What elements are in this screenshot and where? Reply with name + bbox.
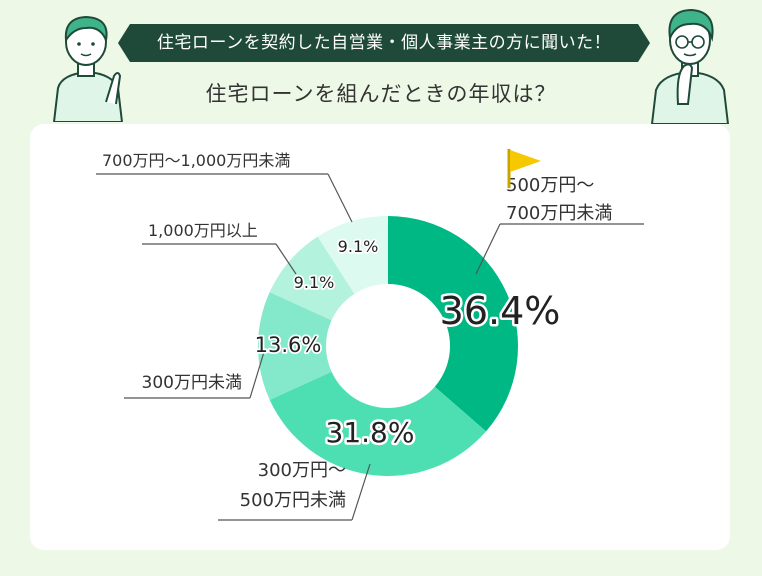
person-illustration-right [648,4,734,128]
chart-question-title: 住宅ローンを組んだときの年収は？ [205,82,557,106]
donut-slice [317,216,388,294]
leader-line [475,223,501,275]
flag-icon [507,149,541,188]
slice-category-label: 500万円〜 700万円未満 [506,175,612,224]
banner-title: 住宅ローンを契約した自営業・個人事業主の方に聞いた！ [156,33,612,53]
header-banner: 住宅ローンを契約した自営業・個人事業主の方に聞いた！ [118,24,650,62]
donut-slice [269,371,487,476]
slice-value-label: 13.6% [255,333,322,357]
slice-category-label: 700万円〜1,000万円未満 [102,151,290,170]
chart-card: 500万円〜 700万円未満 300万円〜 500万円未満 300万円未満 1,000万円… [30,124,730,550]
donut-slice [388,216,518,432]
donut-slice [258,292,332,400]
slice-category-label: 300万円〜 500万円未満 [240,460,346,511]
slice-category-label: 1,000万円以上 [148,221,258,240]
leader-line [249,351,265,399]
leader-line [351,463,371,521]
banner-shape [118,24,650,62]
donut-chart: 500万円〜 700万円未満 300万円〜 500万円未満 300万円未満 1,000万円… [96,149,644,521]
slice-category-label: 300万円未満 [142,373,242,393]
person-illustration-left [48,10,128,126]
leader-line [327,173,353,223]
slice-value-label: 9.1% [338,237,379,256]
leader-line [275,243,297,275]
slice-value-label: 31.8% [326,416,415,449]
slice-value-label: 9.1% [294,273,335,292]
donut-slice [269,236,355,321]
slice-value-label: 36.4% [440,289,561,333]
